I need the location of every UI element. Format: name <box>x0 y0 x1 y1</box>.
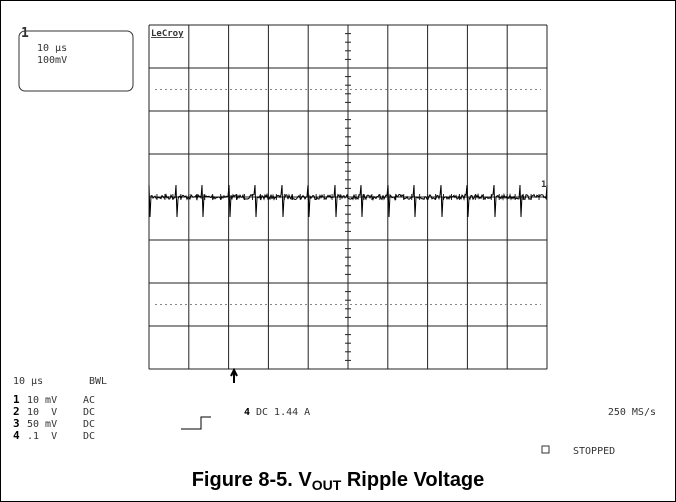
caption: Figure 8-5. VOUT Ripple Voltage <box>1 469 675 493</box>
trigger-source: 4 <box>244 407 250 418</box>
channel-scale: 10 V <box>27 407 57 418</box>
state: STOPPED <box>573 446 615 457</box>
caption-prefix: Figure 8-5. V <box>191 469 312 491</box>
channel-scale: 10 mV <box>27 395 57 406</box>
box-timebase: 10 µs <box>37 43 67 54</box>
channel-coupling: DC <box>83 407 95 418</box>
state-icon <box>541 445 550 454</box>
channel-coupling: AC <box>83 395 95 406</box>
box-scale: 100mV <box>37 55 67 66</box>
timebase-box <box>18 30 134 92</box>
channel-coupling: DC <box>83 419 95 430</box>
caption-subscript: OUT <box>311 477 342 493</box>
brand: LeCroy <box>151 29 184 39</box>
sample-rate: 250 MS/s <box>608 407 656 418</box>
scope-screen: 1 10 µs 100mV LeCroy 1 10 µs BWL 1 10 mV A… <box>13 24 656 457</box>
channel-number: 4 <box>13 429 20 442</box>
channel-scale: 50 mV <box>27 419 57 430</box>
trace-marker: 1 <box>541 180 546 190</box>
trigger-edge-icon <box>181 416 211 430</box>
channel-coupling: DC <box>83 431 95 442</box>
trigger-arrow <box>230 367 238 383</box>
caption-suffix: Ripple Voltage <box>341 469 485 491</box>
status-timebase: 10 µs <box>13 376 43 387</box>
trigger-text: DC 1.44 A <box>256 407 310 418</box>
waveform <box>148 184 548 218</box>
channel-number: 3 <box>13 417 20 430</box>
channel-scale: .1 V <box>27 431 57 442</box>
channel-number: 1 <box>13 393 20 406</box>
box-marker: 1 <box>21 26 29 41</box>
channel-number: 2 <box>13 405 20 418</box>
status-bwl: BWL <box>89 376 107 387</box>
